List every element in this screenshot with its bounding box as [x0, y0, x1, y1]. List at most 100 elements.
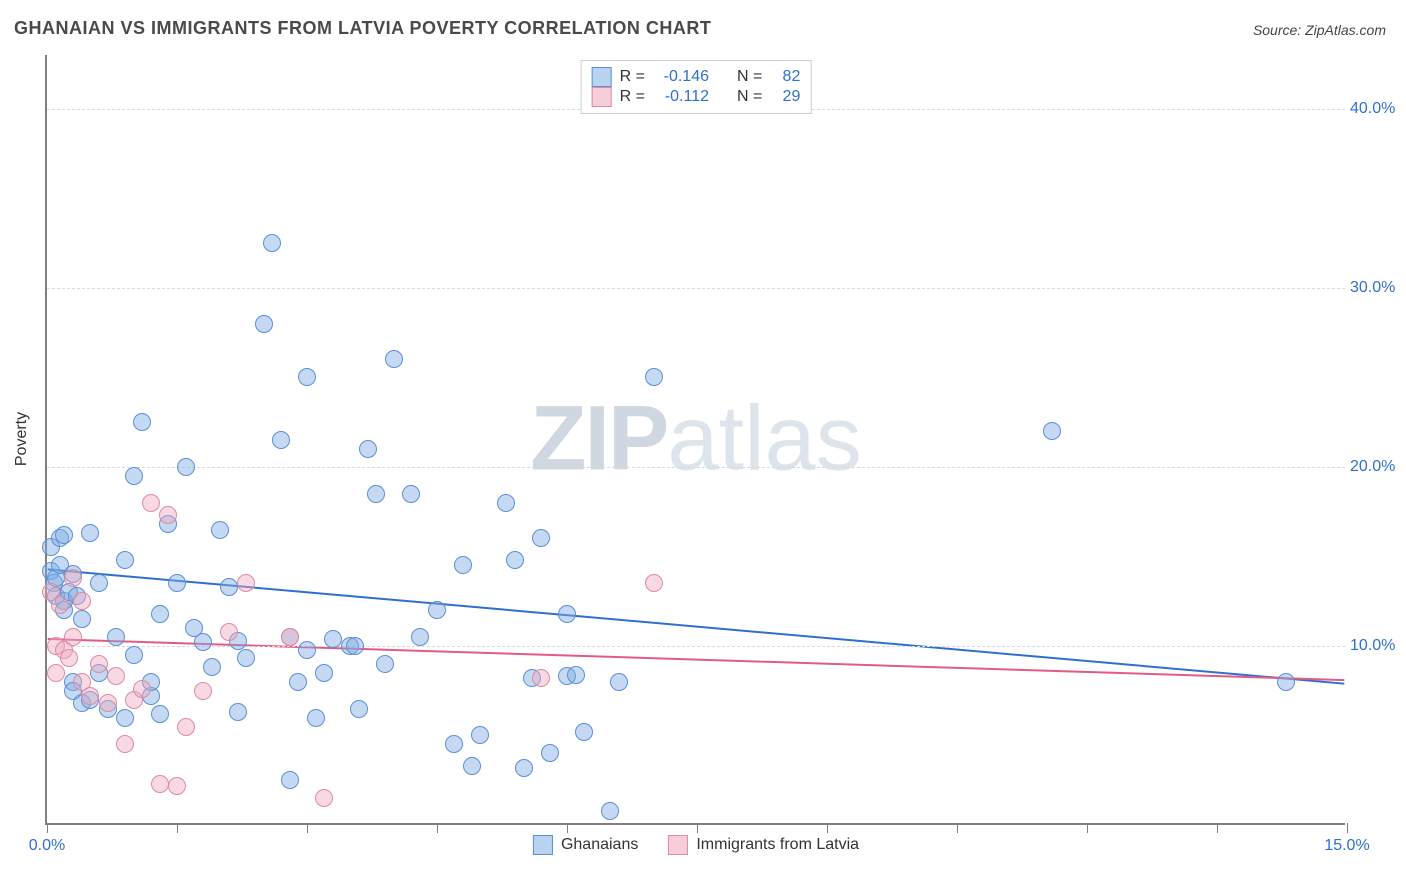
legend-series: Ghanaians Immigrants from Latvia: [533, 835, 859, 855]
data-point: [47, 664, 65, 682]
x-tick: [177, 823, 178, 833]
legend-series-label: Ghanaians: [561, 836, 638, 854]
data-point: [55, 526, 73, 544]
data-point: [116, 551, 134, 569]
data-point: [220, 578, 238, 596]
data-point: [575, 723, 593, 741]
source-name: ZipAtlas.com: [1305, 22, 1386, 38]
data-point: [281, 771, 299, 789]
legend-series-item: Ghanaians: [533, 835, 638, 855]
x-tick: [437, 823, 438, 833]
data-point: [177, 718, 195, 736]
data-point: [60, 649, 78, 667]
plot-area: ZIPatlas Poverty R =-0.146N =82R =-0.112…: [45, 55, 1345, 825]
data-point: [515, 759, 533, 777]
data-point: [133, 413, 151, 431]
data-point: [194, 682, 212, 700]
data-point: [307, 709, 325, 727]
data-point: [142, 494, 160, 512]
legend-n-label: N =: [737, 68, 762, 86]
data-point: [133, 680, 151, 698]
data-point: [220, 623, 238, 641]
data-point: [289, 673, 307, 691]
legend-n-label: N =: [737, 88, 762, 106]
x-tick-label: 0.0%: [29, 837, 65, 855]
x-tick: [827, 823, 828, 833]
x-tick: [47, 823, 48, 833]
x-tick: [957, 823, 958, 833]
gridline: [47, 288, 1345, 289]
source-credit: Source: ZipAtlas.com: [1253, 22, 1386, 38]
x-tick: [567, 823, 568, 833]
data-point: [203, 658, 221, 676]
y-tick-label: 30.0%: [1350, 279, 1405, 297]
legend-r-value: -0.146: [653, 68, 709, 86]
x-tick: [697, 823, 698, 833]
data-point: [211, 521, 229, 539]
data-point: [281, 628, 299, 646]
data-point: [51, 596, 69, 614]
data-point: [411, 628, 429, 646]
legend-r-label: R =: [620, 88, 645, 106]
x-tick: [1347, 823, 1348, 833]
legend-swatch: [668, 835, 688, 855]
x-tick-label: 15.0%: [1324, 837, 1369, 855]
data-point: [454, 556, 472, 574]
data-point: [81, 524, 99, 542]
data-point: [151, 775, 169, 793]
data-point: [107, 667, 125, 685]
legend-swatch: [592, 87, 612, 107]
legend-stats-row: R =-0.112N =29: [592, 87, 801, 107]
data-point: [99, 694, 117, 712]
data-point: [159, 506, 177, 524]
chart-title: GHANAIAN VS IMMIGRANTS FROM LATVIA POVER…: [14, 18, 711, 39]
x-tick: [1087, 823, 1088, 833]
data-point: [237, 649, 255, 667]
legend-n-value: 82: [770, 68, 800, 86]
x-tick: [1217, 823, 1218, 833]
legend-r-label: R =: [620, 68, 645, 86]
data-point: [298, 368, 316, 386]
legend-swatch: [592, 67, 612, 87]
data-point: [610, 673, 628, 691]
data-point: [532, 669, 550, 687]
data-point: [298, 641, 316, 659]
x-tick: [307, 823, 308, 833]
data-point: [532, 529, 550, 547]
data-point: [107, 628, 125, 646]
data-point: [645, 368, 663, 386]
data-point: [194, 633, 212, 651]
data-point: [168, 777, 186, 795]
data-point: [315, 664, 333, 682]
data-point: [229, 703, 247, 721]
y-tick-label: 10.0%: [1350, 637, 1405, 655]
legend-series-label: Immigrants from Latvia: [696, 836, 859, 854]
legend-stats-row: R = -0.146 N = 82: [592, 67, 801, 87]
data-point: [90, 574, 108, 592]
data-point: [385, 350, 403, 368]
data-point: [445, 735, 463, 753]
legend-stats: R =-0.146N =82R =-0.112N =29: [581, 60, 812, 114]
data-point: [151, 605, 169, 623]
data-point: [151, 705, 169, 723]
data-point: [428, 601, 446, 619]
legend-series-item: Immigrants from Latvia: [668, 835, 859, 855]
data-point: [73, 592, 91, 610]
data-point: [645, 574, 663, 592]
data-point: [558, 605, 576, 623]
data-point: [90, 655, 108, 673]
data-point: [497, 494, 515, 512]
data-point: [237, 574, 255, 592]
data-point: [168, 574, 186, 592]
data-point: [359, 440, 377, 458]
data-point: [255, 315, 273, 333]
legend-n-value: 29: [770, 88, 800, 106]
data-point: [263, 234, 281, 252]
data-point: [1043, 422, 1061, 440]
data-point: [463, 757, 481, 775]
y-tick-label: 40.0%: [1350, 100, 1405, 118]
data-point: [272, 431, 290, 449]
data-point: [471, 726, 489, 744]
data-point: [402, 485, 420, 503]
data-point: [315, 789, 333, 807]
